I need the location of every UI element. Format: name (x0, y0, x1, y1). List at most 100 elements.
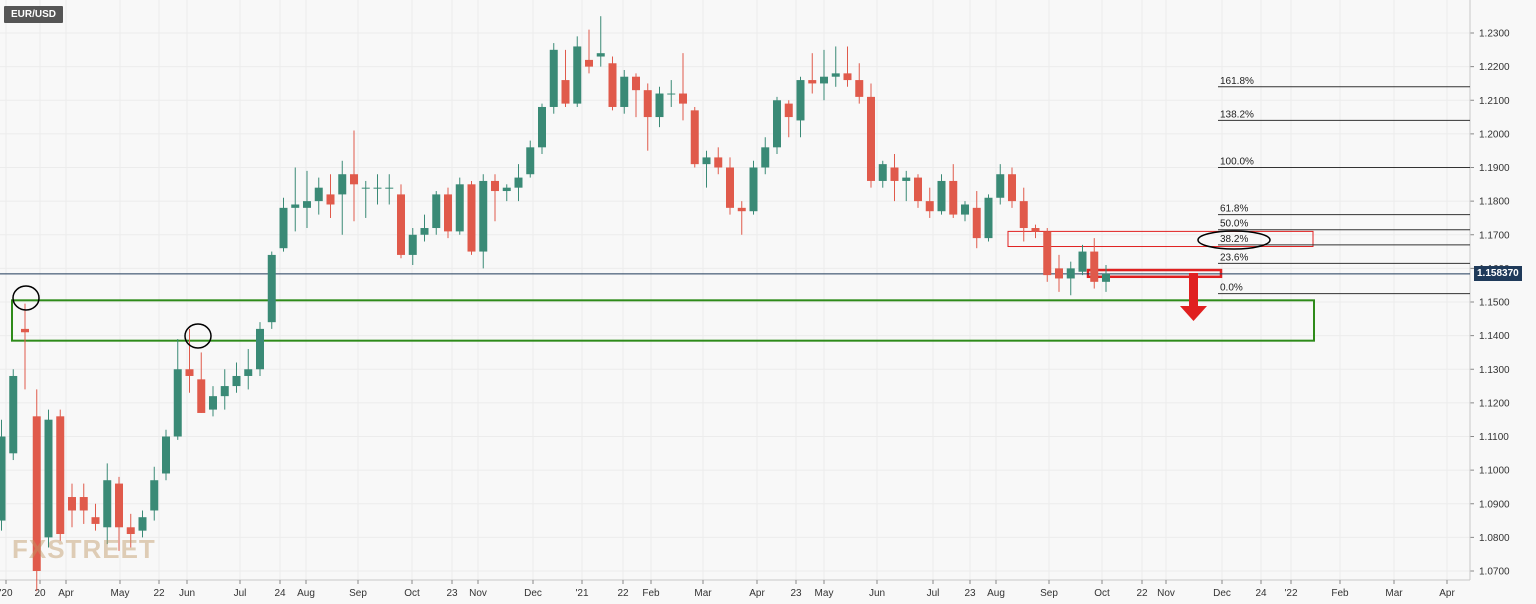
candle-body (761, 147, 770, 168)
candle-body (773, 100, 781, 148)
candle-body (561, 80, 570, 104)
y-tick-label: 1.0700 (1479, 567, 1510, 578)
x-tick-label: Apr (58, 588, 74, 599)
candle-body (79, 497, 88, 511)
y-tick-label: 1.0800 (1479, 533, 1510, 544)
candle-body (726, 167, 734, 208)
candle-body (925, 201, 934, 212)
candle-body (397, 194, 405, 255)
x-tick-label: Jun (869, 588, 885, 599)
candle-body (796, 80, 805, 121)
x-tick-label: 23 (964, 588, 976, 599)
candle-body (643, 90, 652, 118)
x-tick-label: Oct (404, 588, 420, 599)
x-tick-label: Apr (1439, 588, 1455, 599)
candle-body (267, 254, 276, 323)
x-tick-label: May (815, 588, 834, 599)
candle-body (737, 207, 746, 212)
candle-body (68, 497, 76, 511)
x-tick-label: Mar (1385, 588, 1403, 599)
swing-high-circle (12, 285, 40, 311)
candle-body (420, 228, 429, 235)
x-tick-label: '21 (575, 588, 588, 599)
candle-body (1078, 251, 1087, 272)
current-price-label: 1.158370 (1474, 266, 1522, 281)
candle-body (596, 53, 605, 57)
fib-level-label: 38.2% (1220, 234, 1248, 245)
candle-body (749, 167, 758, 212)
x-tick-label: 24 (274, 588, 286, 599)
y-tick-label: 1.1400 (1479, 331, 1510, 342)
down-arrow-shaft (1189, 273, 1198, 306)
candle-body (690, 110, 699, 165)
y-tick-label: 1.1000 (1479, 466, 1510, 477)
y-tick-label: 1.0900 (1479, 499, 1510, 510)
candle-body (173, 369, 182, 437)
x-tick-label: Sep (349, 588, 367, 599)
x-tick-label: 20 (34, 588, 46, 599)
x-tick-label: '20 (0, 588, 13, 599)
plot-area (0, 0, 1470, 580)
y-tick-label: 1.1200 (1479, 398, 1510, 409)
y-tick-label: 1.1700 (1479, 230, 1510, 241)
candle-body (185, 369, 194, 376)
fib-38-ellipse (1197, 230, 1271, 250)
candle-body (1031, 228, 1040, 232)
fib-level-label: 61.8% (1220, 204, 1248, 215)
candle-body (1090, 251, 1099, 282)
candle-body (408, 234, 417, 255)
candle-body (1043, 231, 1052, 276)
x-tick-label: Apr (749, 588, 765, 599)
x-tick-label: Sep (1040, 588, 1058, 599)
candle-body (103, 480, 112, 528)
candle-body (808, 80, 817, 84)
candle-body (996, 174, 1005, 198)
candle-body (432, 194, 441, 229)
x-tick-label: 23 (790, 588, 802, 599)
fib-level-label: 0.0% (1220, 283, 1243, 294)
x-tick-label: May (111, 588, 130, 599)
candle-body (984, 197, 993, 239)
candle-body (326, 194, 335, 205)
fib-level-label: 23.6% (1220, 252, 1248, 263)
candle-body (115, 483, 123, 528)
x-tick-label: 22 (617, 588, 629, 599)
candle-body (1055, 268, 1063, 279)
y-tick-label: 1.1300 (1479, 365, 1510, 376)
y-tick-label: 1.2000 (1479, 129, 1510, 140)
candle-body (573, 46, 582, 104)
swing-high-circle (184, 323, 212, 349)
x-tick-label: Aug (297, 588, 315, 599)
candle-body (620, 76, 629, 107)
fib-level-label: 50.0% (1220, 219, 1248, 230)
candle-body (44, 419, 53, 538)
x-tick-label: '22 (1284, 588, 1297, 599)
candle-body (1066, 268, 1075, 279)
candle-body (91, 517, 100, 524)
y-tick-label: 1.1800 (1479, 197, 1510, 208)
candle-body (961, 204, 969, 215)
candle-body (867, 96, 875, 181)
symbol-badge[interactable]: EUR/USD (4, 6, 64, 23)
candle-body (56, 416, 65, 535)
fxstreet-logo: FXSTREET (12, 534, 156, 564)
candle-body (1102, 273, 1110, 282)
candle-body (303, 201, 311, 208)
candle-body (702, 157, 711, 165)
candle-body (914, 177, 922, 202)
candle-body (479, 180, 488, 252)
candle-body (608, 63, 617, 107)
candle-body (655, 93, 664, 118)
x-tick-label: Jul (927, 588, 940, 599)
candle-body (256, 328, 264, 370)
candle-body (361, 187, 370, 189)
candle-body (1008, 174, 1016, 202)
candle-body (902, 177, 911, 181)
candle-body (314, 187, 323, 202)
candle-body (279, 207, 288, 249)
candle-body (585, 59, 593, 67)
candle-body (291, 204, 300, 208)
candle-body (32, 416, 41, 571)
candle-body (385, 187, 394, 189)
